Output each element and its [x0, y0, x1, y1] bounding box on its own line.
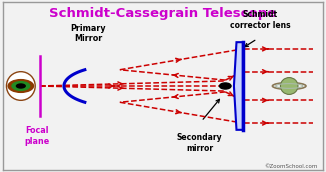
Text: Secondary
mirror: Secondary mirror: [177, 133, 223, 153]
Circle shape: [11, 81, 30, 91]
Circle shape: [219, 83, 231, 89]
Text: Schmidt
corrector lens: Schmidt corrector lens: [230, 10, 291, 30]
Text: Focal
plane: Focal plane: [24, 126, 50, 146]
Circle shape: [16, 83, 26, 89]
Circle shape: [7, 79, 34, 93]
Text: Schmidt-Cassegrain Telescope: Schmidt-Cassegrain Telescope: [49, 7, 277, 20]
Ellipse shape: [7, 72, 35, 100]
Polygon shape: [234, 42, 243, 130]
Ellipse shape: [280, 78, 298, 94]
Text: Primary
Mirror: Primary Mirror: [70, 24, 106, 43]
Text: ©ZoomSchool.com: ©ZoomSchool.com: [265, 164, 318, 169]
